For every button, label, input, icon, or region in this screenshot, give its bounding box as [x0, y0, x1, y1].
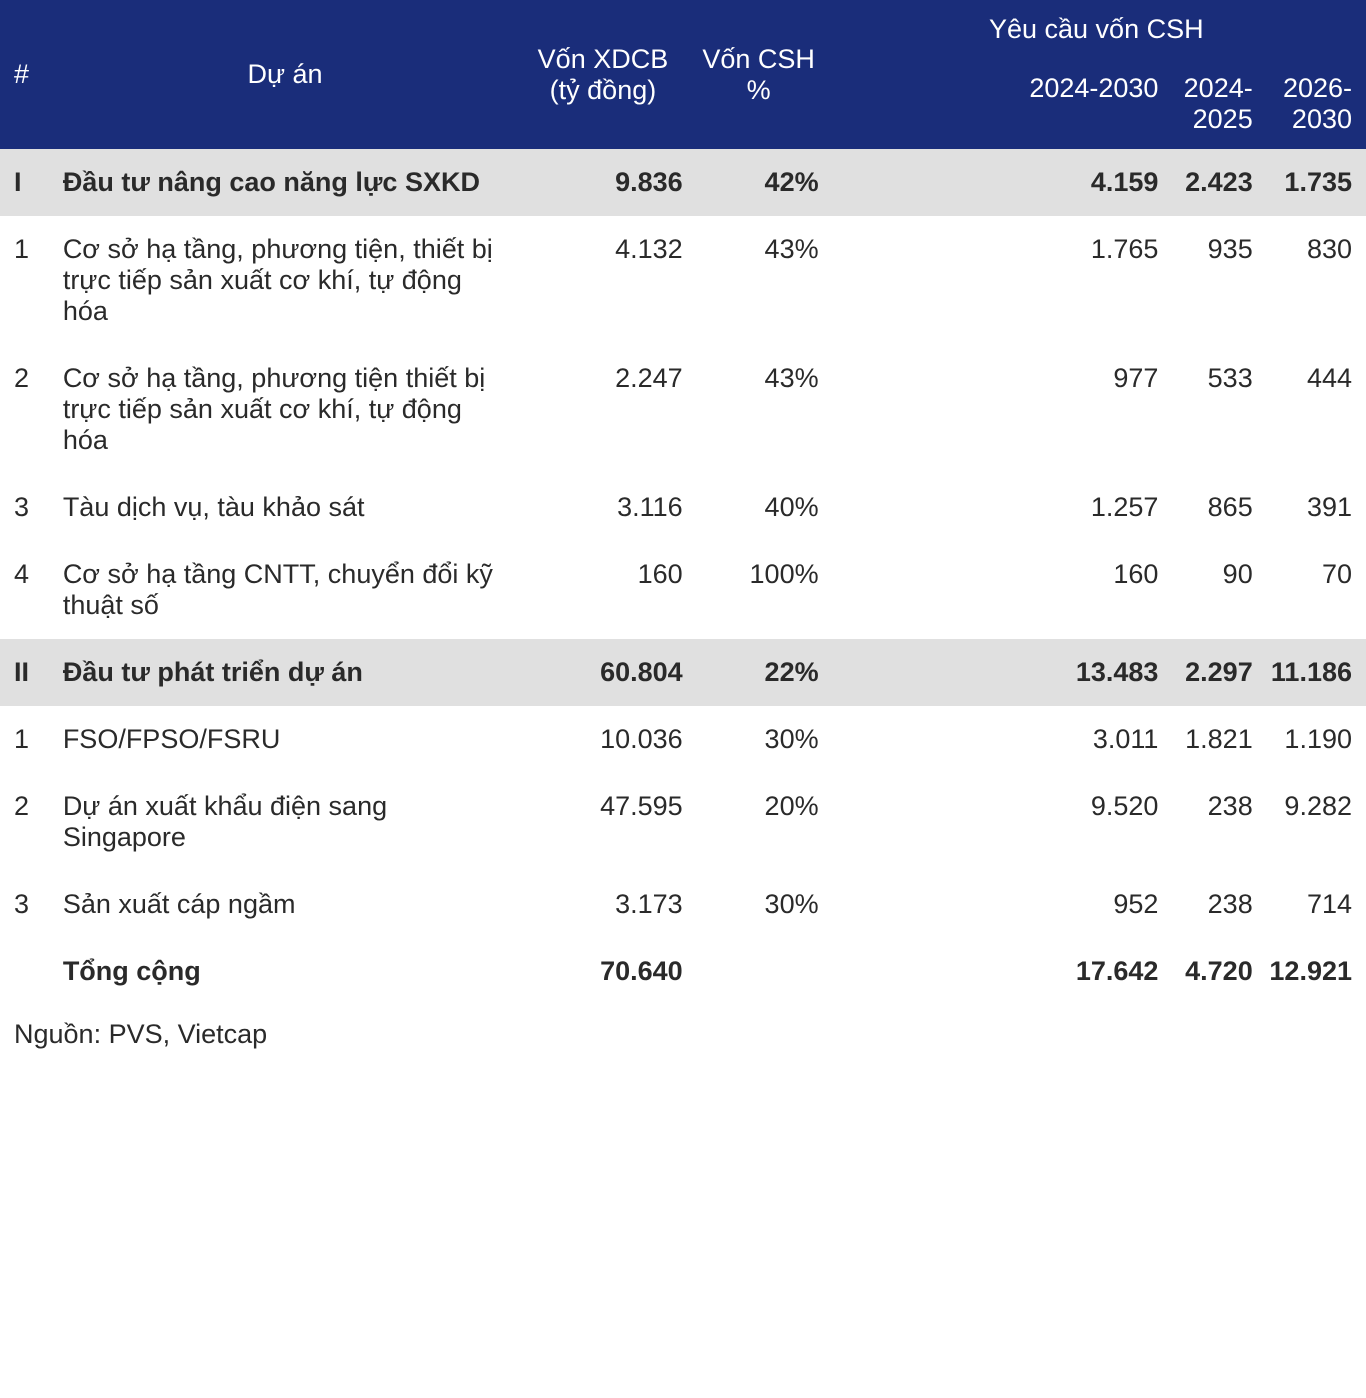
- table-row: 2Cơ sở hạ tầng, phương tiện thiết bị trự…: [0, 345, 1366, 474]
- col-von-csh-l2: %: [747, 75, 771, 105]
- cell-project: Cơ sở hạ tầng CNTT, chuyển đổi kỹ thuật …: [55, 541, 515, 639]
- cell-index: 4: [0, 541, 55, 639]
- cell-von-xdcb: 60.804: [515, 639, 690, 706]
- cell-period-2024-2030: 9.520: [827, 773, 1167, 871]
- cell-index: 3: [0, 871, 55, 938]
- cell-von-csh: 22%: [691, 639, 827, 706]
- cell-von-csh: 43%: [691, 216, 827, 345]
- cell-von-xdcb: 160: [515, 541, 690, 639]
- cell-period-2024-2025: 865: [1166, 474, 1260, 541]
- cell-von-xdcb: 4.132: [515, 216, 690, 345]
- cell-period-2026-2030: 12.921: [1261, 938, 1366, 1005]
- cell-period-2024-2025: 4.720: [1166, 938, 1260, 1005]
- table-row: 2Dự án xuất khẩu điện sang Singapore47.5…: [0, 773, 1366, 871]
- cell-period-2024-2025: 238: [1166, 871, 1260, 938]
- cell-index: I: [0, 149, 55, 216]
- table-row: 1Cơ sở hạ tầng, phương tiện, thiết bị tr…: [0, 216, 1366, 345]
- cell-von-xdcb: 10.036: [515, 706, 690, 773]
- cell-period-2024-2025: 935: [1166, 216, 1260, 345]
- cell-von-csh: 42%: [691, 149, 827, 216]
- cell-period-2026-2030: 830: [1261, 216, 1366, 345]
- table-row: 3Sản xuất cáp ngầm3.17330%952238714: [0, 871, 1366, 938]
- cell-von-xdcb: 3.116: [515, 474, 690, 541]
- cell-project: Đầu tư phát triển dự án: [55, 639, 515, 706]
- col-von-csh: Vốn CSH %: [691, 0, 827, 149]
- cell-von-xdcb: 47.595: [515, 773, 690, 871]
- cell-period-2026-2030: 1.190: [1261, 706, 1366, 773]
- cell-von-xdcb: 9.836: [515, 149, 690, 216]
- cell-project: FSO/FPSO/FSRU: [55, 706, 515, 773]
- cell-period-2024-2025: 90: [1166, 541, 1260, 639]
- col-von-csh-l1: Vốn CSH: [702, 44, 815, 74]
- col-period-2024-2030: 2024-2030: [827, 59, 1167, 149]
- source-note: Nguồn: PVS, Vietcap: [0, 1005, 1366, 1070]
- table-header: # Dự án Vốn XDCB (tỷ đồng) Vốn CSH % Yêu…: [0, 0, 1366, 149]
- cell-period-2026-2030: 9.282: [1261, 773, 1366, 871]
- col-project: Dự án: [55, 0, 515, 149]
- cell-period-2024-2025: 2.423: [1166, 149, 1260, 216]
- cell-von-csh: 100%: [691, 541, 827, 639]
- cell-project: Cơ sở hạ tầng, phương tiện thiết bị trực…: [55, 345, 515, 474]
- cell-index: II: [0, 639, 55, 706]
- cell-period-2024-2030: 17.642: [827, 938, 1167, 1005]
- cell-period-2024-2030: 3.011: [827, 706, 1167, 773]
- col-von-xdcb: Vốn XDCB (tỷ đồng): [515, 0, 690, 149]
- cell-project: Đầu tư nâng cao năng lực SXKD: [55, 149, 515, 216]
- cell-von-csh: 30%: [691, 706, 827, 773]
- cell-period-2024-2030: 160: [827, 541, 1167, 639]
- col-von-xdcb-l1: Vốn XDCB: [538, 44, 669, 74]
- cell-period-2024-2025: 238: [1166, 773, 1260, 871]
- cell-period-2024-2030: 13.483: [827, 639, 1167, 706]
- cell-index: 3: [0, 474, 55, 541]
- cell-period-2024-2030: 4.159: [827, 149, 1167, 216]
- cell-index: [0, 938, 55, 1005]
- col-period-2024-2025-l1: 2024-: [1166, 59, 1260, 104]
- cell-period-2026-2030: 70: [1261, 541, 1366, 639]
- cell-period-2024-2030: 1.765: [827, 216, 1167, 345]
- table-row: IIĐầu tư phát triển dự án60.80422%13.483…: [0, 639, 1366, 706]
- col-index: #: [0, 0, 55, 149]
- cell-von-csh: 40%: [691, 474, 827, 541]
- col-period-2026-2030-l1: 2026-: [1261, 59, 1366, 104]
- table-row: IĐầu tư nâng cao năng lực SXKD9.83642%4.…: [0, 149, 1366, 216]
- cell-von-csh: [691, 938, 827, 1005]
- cell-von-csh: 30%: [691, 871, 827, 938]
- cell-project: Cơ sở hạ tầng, phương tiện, thiết bị trự…: [55, 216, 515, 345]
- cell-index: 2: [0, 345, 55, 474]
- cell-period-2024-2025: 2.297: [1166, 639, 1260, 706]
- cell-period-2024-2025: 533: [1166, 345, 1260, 474]
- cell-period-2026-2030: 11.186: [1261, 639, 1366, 706]
- cell-index: 2: [0, 773, 55, 871]
- cell-von-xdcb: 2.247: [515, 345, 690, 474]
- col-req-csh: Yêu cầu vốn CSH: [827, 0, 1366, 59]
- cell-project: Tàu dịch vụ, tàu khảo sát: [55, 474, 515, 541]
- col-period-2024-2025-l2: 2025: [1166, 104, 1260, 149]
- cell-project: Sản xuất cáp ngầm: [55, 871, 515, 938]
- cell-period-2026-2030: 444: [1261, 345, 1366, 474]
- cell-von-csh: 43%: [691, 345, 827, 474]
- col-von-xdcb-l2: (tỷ đồng): [550, 75, 657, 105]
- table-row: 3Tàu dịch vụ, tàu khảo sát3.11640%1.2578…: [0, 474, 1366, 541]
- cell-index: 1: [0, 706, 55, 773]
- cell-von-xdcb: 70.640: [515, 938, 690, 1005]
- cell-von-xdcb: 3.173: [515, 871, 690, 938]
- table-body: IĐầu tư nâng cao năng lực SXKD9.83642%4.…: [0, 149, 1366, 1005]
- cell-period-2024-2030: 1.257: [827, 474, 1167, 541]
- cell-period-2024-2030: 977: [827, 345, 1167, 474]
- cell-period-2024-2025: 1.821: [1166, 706, 1260, 773]
- cell-von-csh: 20%: [691, 773, 827, 871]
- cell-period-2026-2030: 1.735: [1261, 149, 1366, 216]
- cell-period-2026-2030: 714: [1261, 871, 1366, 938]
- cell-period-2026-2030: 391: [1261, 474, 1366, 541]
- table-row: Tổng cộng70.640 17.6424.72012.921: [0, 938, 1366, 1005]
- cell-project: Tổng cộng: [55, 938, 515, 1005]
- cell-period-2024-2030: 952: [827, 871, 1167, 938]
- capex-table: # Dự án Vốn XDCB (tỷ đồng) Vốn CSH % Yêu…: [0, 0, 1366, 1005]
- col-period-2026-2030-l2: 2030: [1261, 104, 1366, 149]
- table-row: 1FSO/FPSO/FSRU10.03630%3.0111.8211.190: [0, 706, 1366, 773]
- table-row: 4Cơ sở hạ tầng CNTT, chuyển đổi kỹ thuật…: [0, 541, 1366, 639]
- cell-project: Dự án xuất khẩu điện sang Singapore: [55, 773, 515, 871]
- cell-index: 1: [0, 216, 55, 345]
